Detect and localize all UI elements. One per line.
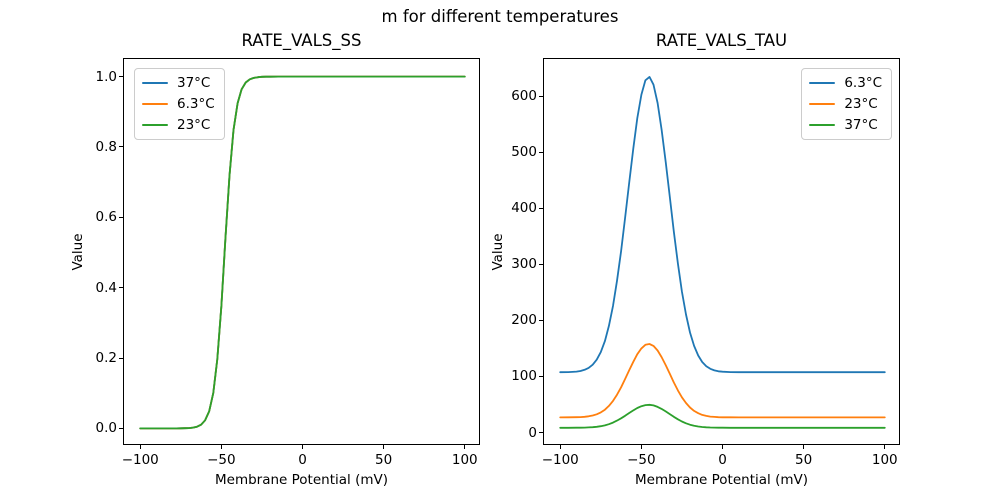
y-tick-label: 600 — [511, 88, 537, 105]
curve-6-3-c — [559, 75, 886, 374]
y-tick-mark — [119, 357, 123, 359]
x-tick-mark — [139, 445, 141, 449]
legend-entry: 23°C — [809, 95, 882, 113]
legend-line-sample-6-3-c — [809, 81, 836, 85]
legend: 6.3°C 23°C 37°C — [801, 68, 892, 140]
y-axis-label: Value — [70, 232, 86, 271]
x-tick-label: −50 — [207, 452, 236, 468]
x-axis-label: Membrane Potential (mV) — [634, 472, 808, 488]
y-tick-label: 300 — [511, 256, 537, 273]
y-tick-mark — [119, 76, 123, 78]
y-tick-label: 400 — [511, 200, 537, 217]
y-tick-label: 1.0 — [95, 68, 117, 85]
x-tick-label: 50 — [795, 452, 813, 468]
y-tick-mark — [119, 287, 123, 289]
x-tick-label: 50 — [375, 452, 393, 468]
x-tick-label: 100 — [451, 452, 478, 468]
x-tick-mark — [383, 445, 385, 449]
x-tick-mark — [722, 445, 723, 449]
x-tick-mark — [302, 445, 303, 449]
y-tick-label: 0.6 — [95, 209, 117, 226]
x-tick-label: 0 — [718, 452, 727, 468]
x-tick-label: 100 — [871, 452, 898, 468]
legend-entry: 37°C — [142, 74, 215, 92]
legend-line-sample-23-c — [809, 102, 836, 106]
y-tick-label: 0 — [528, 424, 537, 441]
y-tick-mark — [119, 216, 123, 218]
y-tick-mark — [539, 375, 543, 377]
plot-area — [559, 75, 886, 429]
x-tick-label: −100 — [121, 452, 159, 468]
plot-area — [139, 75, 466, 430]
legend-entry: 37°C — [809, 116, 882, 134]
legend-line-sample-37-c — [142, 81, 168, 85]
y-tick-mark — [119, 427, 123, 429]
y-tick-mark — [539, 151, 543, 153]
y-tick-mark — [539, 95, 543, 97]
y-tick-label: 0.4 — [95, 279, 117, 296]
x-tick-mark — [803, 445, 805, 449]
y-tick-label: 0.8 — [95, 138, 117, 155]
legend-line-sample-23-c — [142, 123, 168, 127]
curve-37-c — [559, 403, 886, 429]
y-tick-label: 0.2 — [95, 350, 117, 367]
y-tick-mark — [539, 319, 543, 321]
x-tick-label: −100 — [541, 452, 579, 468]
curve-23-c — [559, 343, 886, 419]
x-tick-mark — [220, 445, 222, 449]
x-tick-label: −50 — [627, 452, 656, 468]
y-axis-label: Value — [490, 232, 506, 271]
y-tick-mark — [539, 263, 543, 265]
legend-entry: 6.3°C — [142, 95, 215, 113]
legend-label: 23°C — [844, 96, 878, 112]
legend-label: 6.3°C — [177, 96, 215, 112]
x-tick-label: 0 — [298, 452, 307, 468]
x-tick-mark — [559, 445, 561, 449]
legend-entry: 23°C — [142, 116, 215, 134]
x-tick-mark — [464, 445, 466, 449]
legend: 37°C 6.3°C 23°C — [134, 68, 225, 140]
figure-title: m for different temperatures — [381, 7, 619, 26]
subplot-rate-vals-tau: RATE_VALS_TAU −100 −50 0 50 100 0 100 200 300 400 5… — [490, 31, 900, 488]
legend-entry: 6.3°C — [809, 74, 882, 92]
subplot-rate-vals-ss: RATE_VALS_SS −100 −50 0 50 100 0.0 0.2 0.4 0.6 0.8… — [70, 31, 480, 488]
y-tick-mark — [119, 146, 123, 148]
x-axis-label: Membrane Potential (mV) — [214, 472, 388, 488]
curve-23-c — [139, 75, 466, 430]
legend-label: 37°C — [177, 75, 211, 91]
y-tick-label: 500 — [511, 144, 537, 161]
plot-title: RATE_VALS_SS — [241, 31, 362, 50]
y-tick-mark — [539, 432, 543, 434]
y-tick-label: 0.0 — [95, 420, 117, 437]
legend-line-sample-6-3-c — [142, 102, 168, 106]
y-tick-label: 100 — [511, 368, 537, 385]
legend-line-sample-37-c — [809, 123, 836, 127]
legend-label: 6.3°C — [844, 75, 882, 91]
legend-label: 23°C — [177, 117, 211, 133]
y-tick-label: 200 — [511, 312, 537, 329]
x-tick-mark — [640, 445, 642, 449]
plot-title: RATE_VALS_TAU — [655, 31, 788, 50]
y-tick-mark — [539, 207, 543, 209]
x-tick-mark — [884, 445, 886, 449]
legend-label: 37°C — [844, 117, 878, 133]
